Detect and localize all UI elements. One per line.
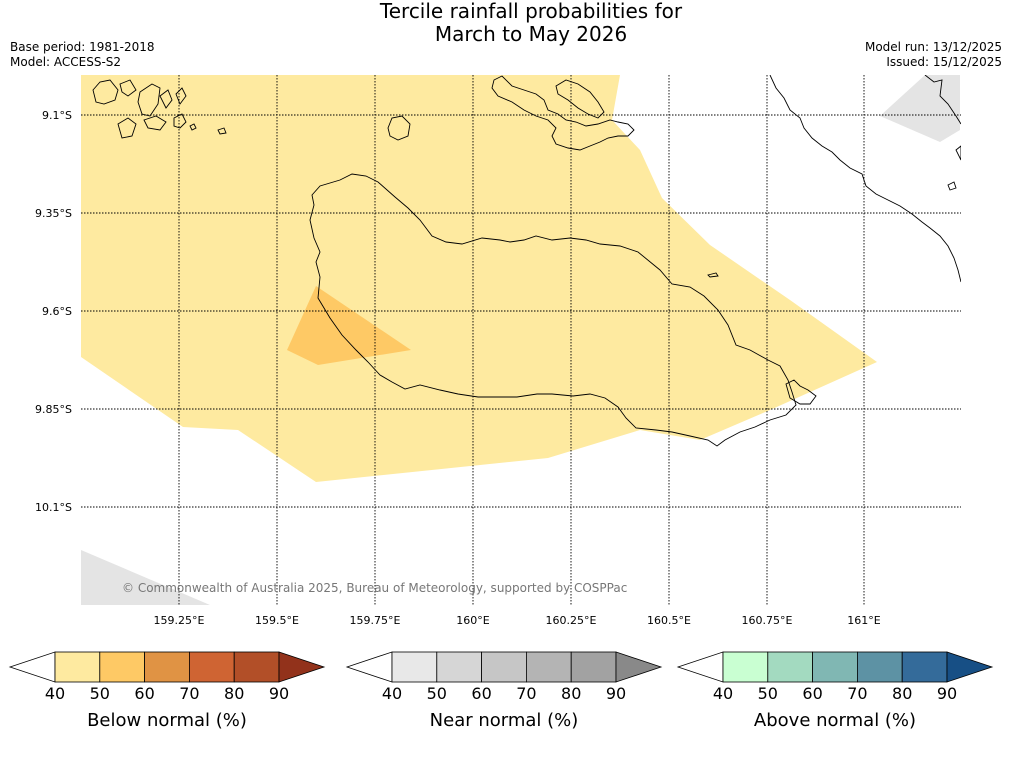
lat-label: 9.1°S xyxy=(42,109,72,122)
colorbar-cell xyxy=(722,651,769,683)
map-title: Tercile rainfall probabilities for March… xyxy=(0,0,1011,46)
russell-islands-4 xyxy=(117,117,137,139)
issued-text: Issued: 15/12/2025 xyxy=(886,55,1002,69)
colorbar-tick-label: 70 xyxy=(179,684,199,703)
colorbar-tick-label: 50 xyxy=(90,684,110,703)
lon-label: 159.5°E xyxy=(255,614,299,627)
colorbar-cell xyxy=(144,651,190,683)
russell-islands-2 xyxy=(119,79,137,97)
model-run-text: Model run: 13/12/2025 xyxy=(864,40,1002,54)
russell-islands-1 xyxy=(92,79,119,105)
colorbar-high-arrow xyxy=(278,651,326,683)
near-normal-region-sw xyxy=(81,550,210,605)
colorbar-cell xyxy=(901,651,948,683)
colorbar-tick-label: 50 xyxy=(427,684,447,703)
colorbar-cell xyxy=(99,651,146,683)
longitude-labels: 159.25°E 159.5°E 159.75°E 160°E 160.25°E… xyxy=(154,614,881,627)
below-normal-50-region xyxy=(81,75,877,482)
ngella-islands-1 xyxy=(491,75,635,151)
colorbar-tick-label: 80 xyxy=(892,684,912,703)
meta-left: Base period: 1981-2018 Model: ACCESS-S2 xyxy=(10,40,155,70)
colorbar-tick-label: 40 xyxy=(382,684,402,703)
russell-islands-9 xyxy=(217,127,227,135)
colorbar-cell xyxy=(188,651,235,683)
colorbar-above-normal: 40 50 60 70 80 90 Above normal (%) xyxy=(676,651,994,731)
colorbar-label: Near normal (%) xyxy=(430,710,579,731)
colorbar-low-arrow xyxy=(8,651,56,683)
colorbar-tick-label: 40 xyxy=(45,684,65,703)
lon-label: 160°E xyxy=(456,614,489,627)
coastlines xyxy=(92,75,961,447)
colorbar-tick-label: 70 xyxy=(847,684,867,703)
russell-islands-8 xyxy=(143,115,167,131)
colorbar-near-normal: 40 50 60 70 80 90 Near normal (%) xyxy=(345,651,663,731)
colorbar-tick-label: 80 xyxy=(561,684,581,703)
colorbar-label: Above normal (%) xyxy=(754,710,916,731)
colorbar-tick-label: 90 xyxy=(606,684,626,703)
base-period-text: Base period: 1981-2018 xyxy=(10,40,155,54)
colorbar-cell xyxy=(857,651,903,683)
map-panel: © Commonwealth of Australia 2025, Bureau… xyxy=(81,75,961,605)
near-normal-region-ne xyxy=(880,75,960,142)
colorbar-tick-label: 90 xyxy=(269,684,289,703)
lon-label: 160.75°E xyxy=(742,614,793,627)
colorbar-tick-label: 40 xyxy=(713,684,733,703)
colorbar-label: Below normal (%) xyxy=(87,710,247,731)
colorbar-low-arrow xyxy=(345,651,393,683)
lat-label: 10.1°S xyxy=(35,501,72,514)
colorbar-tick-label: 80 xyxy=(224,684,244,703)
colorbar-tick-label: 70 xyxy=(516,684,536,703)
colorbar-cell xyxy=(391,651,438,683)
lon-label: 159.75°E xyxy=(350,614,401,627)
colorbar-tick-label: 90 xyxy=(937,684,957,703)
savo-island xyxy=(387,115,411,141)
marau-sound-islets xyxy=(785,379,817,405)
colorbar-high-arrow xyxy=(615,651,663,683)
colorbar-cell xyxy=(767,651,813,683)
colorbar-cell xyxy=(570,651,617,683)
colorbar-high-arrow xyxy=(946,651,994,683)
below-normal-60-region xyxy=(287,286,411,365)
malaita-islet-2 xyxy=(955,145,961,161)
model-text: Model: ACCESS-S2 xyxy=(10,55,122,69)
colorbar-tick-label: 50 xyxy=(758,684,778,703)
meta-right: Model run: 13/12/2025 Issued: 15/12/2025 xyxy=(865,40,1002,70)
colorbar-low-arrow xyxy=(676,651,724,683)
colorbar-cell xyxy=(526,651,572,683)
colorbar-tick-label: 60 xyxy=(134,684,154,703)
colorbar-cell xyxy=(54,651,101,683)
latitude-labels: 9.1°S 9.35°S 9.6°S 9.85°S 10.1°S xyxy=(35,109,72,514)
lon-label: 160.5°E xyxy=(647,614,691,627)
malaita-islet-1 xyxy=(947,181,957,191)
lon-label: 159.25°E xyxy=(154,614,205,627)
colorbar-cell xyxy=(481,651,527,683)
russell-islands-7 xyxy=(175,87,187,105)
lat-label: 9.6°S xyxy=(42,305,72,318)
islet-central xyxy=(707,272,719,278)
graticule xyxy=(81,75,961,605)
lon-label: 160.25°E xyxy=(546,614,597,627)
colorbar-cell xyxy=(436,651,482,683)
title-line-2: March to May 2026 xyxy=(434,22,628,46)
copyright-credit: © Commonwealth of Australia 2025, Bureau… xyxy=(122,581,627,595)
title-line-1: Tercile rainfall probabilities for xyxy=(379,0,683,23)
lon-label: 161°E xyxy=(847,614,880,627)
colorbar-tick-label: 60 xyxy=(802,684,822,703)
colorbar-tick-label: 60 xyxy=(471,684,491,703)
russell-islands-10 xyxy=(189,123,197,131)
colorbar-below-normal: 40 50 60 70 80 90 Below normal (%) xyxy=(8,651,326,731)
lat-label: 9.85°S xyxy=(35,403,72,416)
lat-label: 9.35°S xyxy=(35,207,72,220)
malaita-north-coast xyxy=(924,75,961,125)
colorbar-cell xyxy=(812,651,858,683)
russell-islands-5 xyxy=(159,89,173,109)
russell-islands-3 xyxy=(137,83,161,117)
guadalcanal-coastline xyxy=(309,173,797,447)
colorbar-cell xyxy=(233,651,280,683)
